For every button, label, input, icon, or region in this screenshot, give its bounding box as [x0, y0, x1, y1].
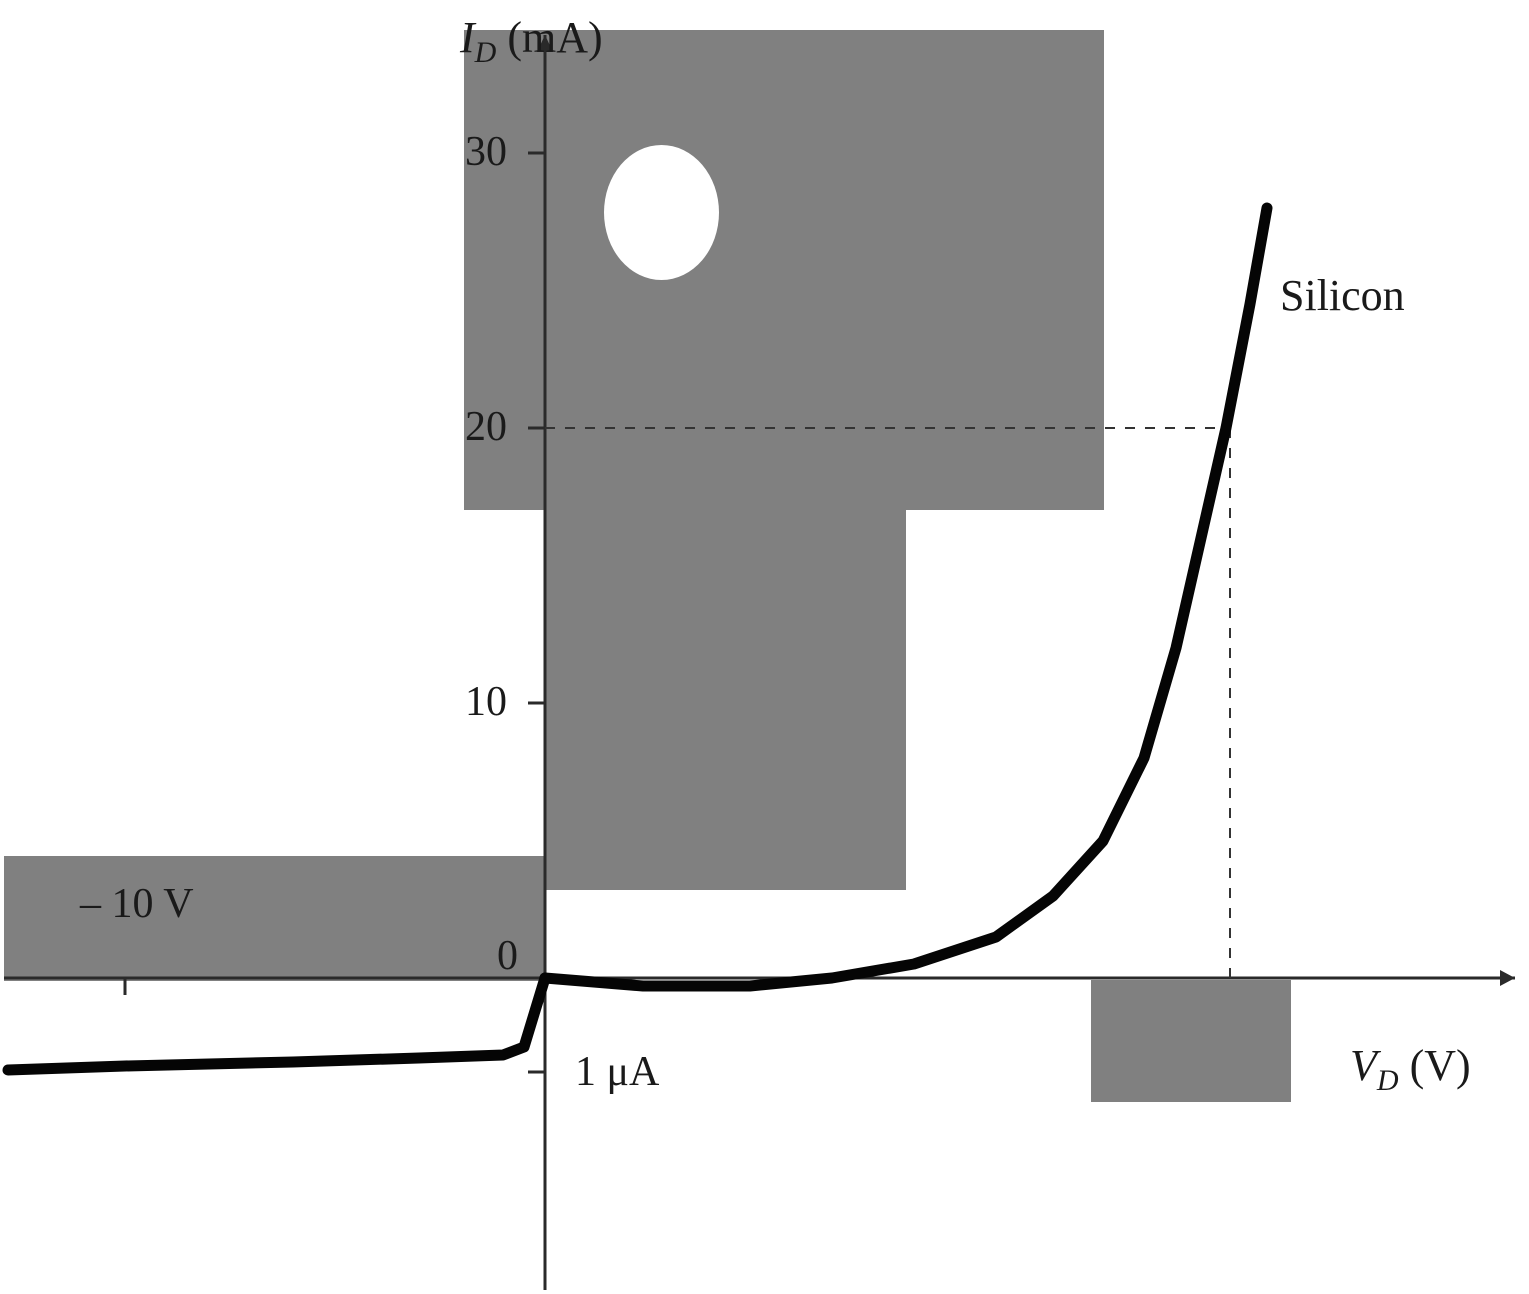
ytick-label-10: 10	[465, 678, 507, 726]
x-axis-label: VD (V)	[1350, 1040, 1471, 1098]
curve-reverse	[8, 978, 545, 1070]
x-axis-arrow	[1500, 970, 1515, 986]
y-axis-symbol: I	[460, 13, 475, 62]
x-axis-symbol: V	[1350, 1041, 1377, 1090]
curve-forward	[545, 208, 1267, 986]
y-axis-label: ID (mA)	[460, 12, 603, 70]
x-axis-subscript: D	[1377, 1064, 1399, 1097]
curve-label: Silicon	[1280, 270, 1405, 321]
ytick-label-20: 20	[465, 403, 507, 451]
diode-iv-chart: ID (mA) VD (V) Silicon 30 20 10 0 1 μA –…	[0, 0, 1529, 1294]
y-axis-unit: (mA)	[496, 13, 602, 62]
ytick-label-0: 0	[497, 932, 518, 980]
chart-svg	[0, 0, 1529, 1294]
ytick-label-30: 30	[465, 128, 507, 176]
x-axis-unit: (V)	[1399, 1041, 1471, 1090]
y-axis-subscript: D	[475, 36, 497, 69]
xtick-label-neg10: – 10 V	[80, 880, 194, 928]
ytick-label-neg: 1 μA	[575, 1048, 659, 1096]
